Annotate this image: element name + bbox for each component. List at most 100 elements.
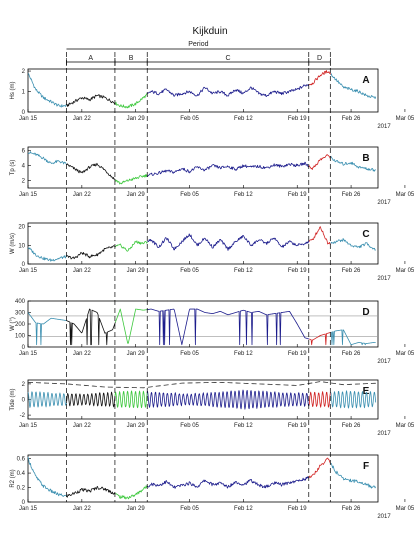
panel-E-series-B bbox=[114, 390, 148, 409]
panel-E-xtick-label: Feb 12 bbox=[234, 423, 253, 429]
panel-B-series-C bbox=[147, 161, 310, 177]
panel-A-xtick-label: Jan 15 bbox=[19, 116, 38, 122]
panel-A-series-D bbox=[309, 70, 332, 86]
panel-F-ytick-label: 0.2 bbox=[17, 486, 26, 492]
panel-A-xtick-label: Feb 19 bbox=[288, 116, 307, 122]
panel-C-series-post bbox=[330, 238, 376, 251]
panel-F-series-B bbox=[115, 485, 148, 500]
panel-F-ytick-label: 0.4 bbox=[17, 471, 26, 477]
panel-D-xtick-label: Mar 05 bbox=[396, 351, 415, 357]
panel-C-letter: C bbox=[362, 229, 369, 240]
panel-A-series-C bbox=[147, 84, 310, 98]
panel-C-series-D bbox=[308, 226, 331, 245]
panel-F-series-C bbox=[147, 476, 310, 489]
panel-E-xtick-label: Feb 05 bbox=[180, 423, 199, 429]
panel-A-xtick-label: Jan 22 bbox=[73, 116, 92, 122]
panel-B-series-pre bbox=[27, 151, 68, 166]
panel-B-xtick-label: Feb 05 bbox=[180, 192, 199, 198]
panel-E-ytick-label: -2 bbox=[20, 413, 26, 419]
panel-A-year-label: 2017 bbox=[377, 124, 391, 130]
panel-B-series-D bbox=[308, 154, 332, 170]
panel-C-xtick-label: Jan 29 bbox=[127, 268, 146, 274]
panel-B-ytick-label: 2 bbox=[22, 179, 26, 185]
panel-B-ytick-label: 4 bbox=[22, 164, 26, 170]
panel-D-series-A bbox=[66, 308, 116, 346]
panel-D-xtick-label: Jan 29 bbox=[127, 351, 146, 357]
panel-A-xtick-label: Feb 12 bbox=[234, 116, 253, 122]
panel-C-xtick-label: Feb 19 bbox=[288, 268, 307, 274]
panel-F-series-D bbox=[308, 457, 332, 478]
panel-F: 0 0.2 0.4 0.6R2 (m) Jan 15 Jan 22 Jan 29 Feb 05… bbox=[10, 454, 415, 520]
panel-B-series-post bbox=[330, 155, 376, 172]
figure-title: Kijkduin bbox=[192, 26, 227, 37]
panel-B-frame bbox=[27, 146, 379, 189]
panel-A-series-pre bbox=[27, 73, 67, 108]
panel-D-ytick-label: 200 bbox=[15, 322, 26, 328]
panel-B-xtick-label: Jan 22 bbox=[73, 192, 92, 198]
panel-F-xtick-label: Feb 19 bbox=[288, 506, 307, 512]
panel-B-ylabel: Tp (s) bbox=[10, 160, 16, 176]
panel-D-ytick-label: 400 bbox=[15, 299, 26, 305]
panel-E-ytick-label: 2 bbox=[22, 382, 26, 388]
panel-A-xtick-label: Feb 26 bbox=[342, 116, 361, 122]
panel-E-xtick-label: Jan 29 bbox=[127, 423, 146, 429]
period-label: Period bbox=[188, 41, 208, 48]
panel-E-xtick-label: Jan 22 bbox=[73, 423, 92, 429]
panel-C-xtick-label: Feb 26 bbox=[342, 268, 361, 274]
panel-B-ytick-label: 6 bbox=[22, 149, 26, 155]
panel-C-series-A bbox=[66, 245, 116, 260]
panel-E-xtick-label: Feb 26 bbox=[342, 423, 361, 429]
panel-A-frame bbox=[27, 68, 379, 113]
panel-A-series-B bbox=[114, 93, 148, 109]
panel-D-xtick-label: Feb 05 bbox=[180, 351, 199, 357]
panel-E-xtick-label: Feb 19 bbox=[288, 423, 307, 429]
panel-E-letter: E bbox=[363, 386, 370, 397]
panel-C-xtick-label: Jan 22 bbox=[73, 268, 92, 274]
panel-F-series-A bbox=[66, 486, 116, 498]
panel-B-year-label: 2017 bbox=[377, 200, 391, 206]
panel-E-year-label: 2017 bbox=[377, 431, 391, 437]
panel-F-xtick-label: Jan 29 bbox=[127, 506, 146, 512]
panel-A-ytick-label: 0 bbox=[22, 110, 26, 116]
panel-D-series-D bbox=[309, 331, 331, 346]
panel-E-xtick-label: Jan 15 bbox=[19, 423, 38, 429]
panel-C-ytick-label: 0 bbox=[22, 262, 26, 268]
panel-C-year-label: 2017 bbox=[377, 276, 391, 282]
panel-B-series-A bbox=[66, 162, 116, 181]
panel-F-series-post bbox=[330, 463, 377, 489]
panel-D-series-pre bbox=[27, 312, 67, 346]
panel-A-xtick-label: Jan 29 bbox=[127, 116, 146, 122]
panel-C-ytick-label: 10 bbox=[18, 243, 25, 249]
panel-D-xtick-label: Feb 26 bbox=[342, 351, 361, 357]
panel-B-xtick-label: Feb 12 bbox=[234, 192, 253, 198]
panel-E: -2 0 2 Tide (m) Jan 15 Jan 22 Jan 29 Feb 05 Feb … bbox=[10, 379, 415, 437]
panel-B-series-B bbox=[115, 174, 148, 185]
panel-D-xtick-label: Feb 19 bbox=[288, 351, 307, 357]
panel-D-xtick-label: Jan 15 bbox=[19, 351, 38, 357]
panel-B-letter: B bbox=[362, 153, 369, 164]
panel-A-ytick-label: 2 bbox=[22, 69, 26, 75]
panel-D-letter: D bbox=[362, 307, 369, 318]
panel-D-series-post bbox=[330, 329, 376, 346]
panel-E-xtick-label: Mar 05 bbox=[396, 423, 415, 429]
panel-D-series-C bbox=[147, 308, 310, 346]
panel-E-series-D bbox=[308, 391, 332, 408]
panel-C-xtick-label: Feb 05 bbox=[180, 268, 199, 274]
panel-A-series-post bbox=[330, 73, 377, 100]
panel-C-series-C bbox=[147, 233, 310, 251]
panel-B-xtick-label: Feb 26 bbox=[342, 192, 361, 198]
panel-F-xtick-label: Feb 12 bbox=[234, 506, 253, 512]
panel-A-xtick-label: Feb 05 bbox=[180, 116, 199, 122]
period-divider-lines bbox=[66, 52, 331, 502]
panel-D-xtick-label: Feb 12 bbox=[234, 351, 253, 357]
panel-F-xtick-label: Feb 05 bbox=[180, 506, 199, 512]
panel-E-series-pre bbox=[27, 391, 67, 408]
panel-F-ylabel: R2 (m) bbox=[10, 469, 16, 487]
panel-D-ytick-label: 100 bbox=[15, 334, 26, 340]
panel-B-xtick-label: Mar 05 bbox=[396, 192, 415, 198]
panel-D-ytick-label: 300 bbox=[15, 311, 26, 317]
period-A-label: A bbox=[88, 55, 93, 62]
panel-F-xtick-label: Feb 26 bbox=[342, 506, 361, 512]
panel-F-xtick-label: Mar 05 bbox=[396, 506, 415, 512]
